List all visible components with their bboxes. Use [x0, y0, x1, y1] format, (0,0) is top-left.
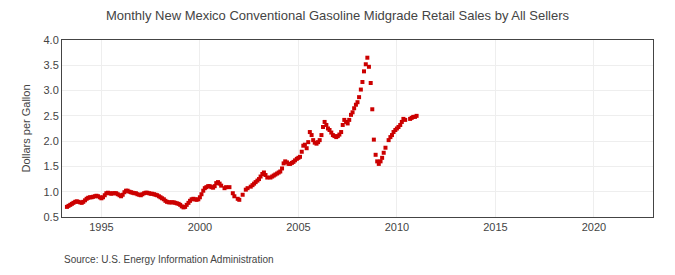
svg-text:2010: 2010 [385, 221, 409, 233]
svg-text:Source: U.S. Energy Informatio: Source: U.S. Energy Information Administ… [64, 254, 274, 265]
svg-text:Monthly New Mexico Conventiona: Monthly New Mexico Conventional Gasoline… [106, 8, 570, 23]
svg-text:1.5: 1.5 [44, 160, 59, 172]
svg-text:2.0: 2.0 [44, 135, 59, 147]
svg-text:2015: 2015 [483, 221, 507, 233]
svg-text:2005: 2005 [286, 221, 310, 233]
svg-text:3.0: 3.0 [44, 84, 59, 96]
svg-text:0.5: 0.5 [44, 211, 59, 223]
svg-text:1995: 1995 [89, 221, 113, 233]
svg-text:2020: 2020 [582, 221, 606, 233]
svg-text:1.0: 1.0 [44, 186, 59, 198]
svg-text:2000: 2000 [188, 221, 212, 233]
svg-text:4.0: 4.0 [44, 34, 59, 46]
svg-text:2.5: 2.5 [44, 110, 59, 122]
svg-text:Dollars per Gallon: Dollars per Gallon [20, 84, 32, 172]
svg-text:3.5: 3.5 [44, 59, 59, 71]
